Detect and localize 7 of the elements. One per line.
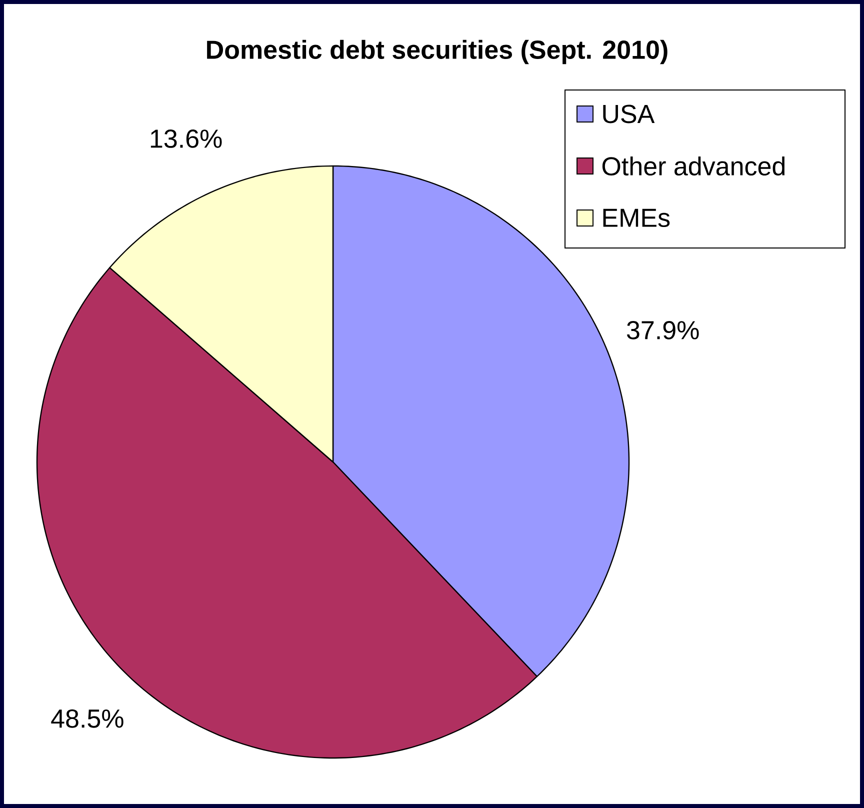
chart-title: Domestic debt securities (Sept. 2010) bbox=[207, 40, 668, 64]
legend-label: USA bbox=[603, 104, 655, 124]
data-label: 13.6% bbox=[150, 130, 222, 148]
data-label: 48.5% bbox=[51, 709, 124, 728]
data-label: 37.9% bbox=[626, 320, 699, 340]
legend-label: EMEs bbox=[603, 208, 670, 228]
legend-label: Other advanced bbox=[602, 156, 784, 176]
